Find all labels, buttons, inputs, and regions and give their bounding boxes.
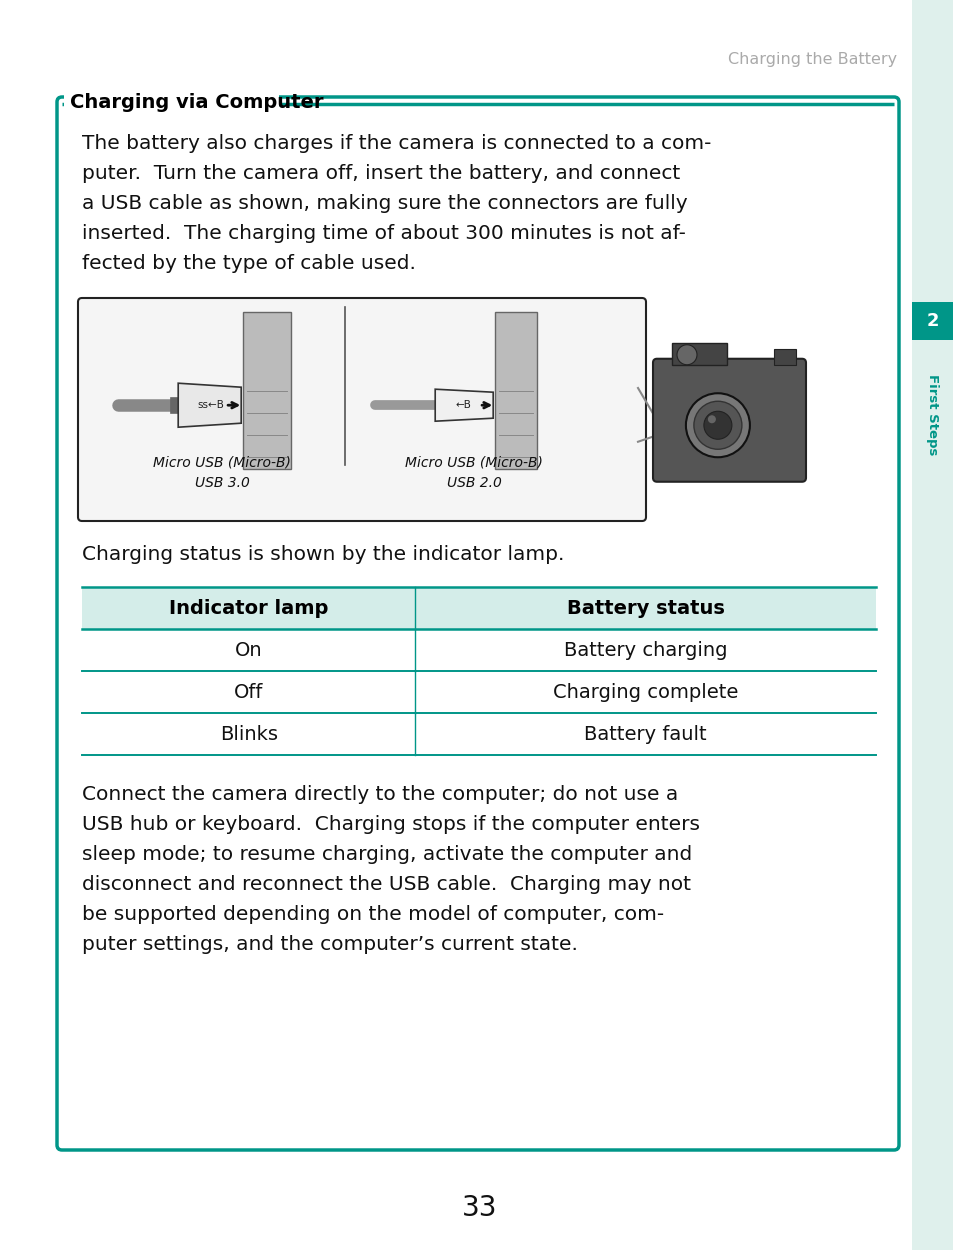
Text: First Steps: First Steps [925,374,939,456]
Text: Off: Off [233,682,263,701]
FancyBboxPatch shape [652,359,805,481]
Text: inserted.  The charging time of about 300 minutes is not af-: inserted. The charging time of about 300… [82,224,685,243]
Circle shape [703,411,731,439]
Text: ss←B: ss←B [197,400,224,410]
Circle shape [677,345,697,365]
Polygon shape [178,384,241,428]
Text: Micro USB (Micro-B): Micro USB (Micro-B) [405,456,542,470]
Text: USB 2.0: USB 2.0 [446,476,501,490]
Text: Charging via Computer: Charging via Computer [70,94,323,112]
Text: puter settings, and the computer’s current state.: puter settings, and the computer’s curre… [82,935,578,954]
Text: The battery also charges if the camera is connected to a com-: The battery also charges if the camera i… [82,134,711,152]
Bar [82,588,875,629]
Text: 2: 2 [925,312,939,330]
Text: Connect the camera directly to the computer; do not use a: Connect the camera directly to the compu… [82,785,678,804]
Bar [911,0,953,1250]
Text: disconnect and reconnect the USB cable.  Charging may not: disconnect and reconnect the USB cable. … [82,875,690,894]
Text: On: On [234,640,262,660]
Bar [911,302,953,340]
Text: Charging complete: Charging complete [553,682,738,701]
Text: a USB cable as shown, making sure the connectors are fully: a USB cable as shown, making sure the co… [82,194,687,213]
Bar [64,91,278,116]
Text: Indicator lamp: Indicator lamp [169,599,328,618]
Text: Battery fault: Battery fault [584,725,706,744]
Text: 33: 33 [462,1194,497,1222]
Text: USB 3.0: USB 3.0 [194,476,249,490]
Text: Charging status is shown by the indicator lamp.: Charging status is shown by the indicato… [82,545,564,564]
Text: Charging the Battery: Charging the Battery [727,52,896,68]
FancyBboxPatch shape [78,298,645,521]
Text: puter.  Turn the camera off, insert the battery, and connect: puter. Turn the camera off, insert the b… [82,164,679,182]
Bar [773,349,795,365]
Bar [243,312,291,469]
FancyBboxPatch shape [57,98,898,1150]
Bar [495,312,537,469]
Text: be supported depending on the model of computer, com-: be supported depending on the model of c… [82,905,663,924]
Bar [671,342,726,365]
Text: Blinks: Blinks [219,725,277,744]
Circle shape [693,401,741,449]
Text: sleep mode; to resume charging, activate the computer and: sleep mode; to resume charging, activate… [82,845,692,864]
Text: Battery charging: Battery charging [563,640,727,660]
Text: Micro USB (Micro-B): Micro USB (Micro-B) [152,456,291,470]
Text: Battery status: Battery status [566,599,724,618]
Polygon shape [435,389,493,421]
Circle shape [685,394,749,458]
Text: fected by the type of cable used.: fected by the type of cable used. [82,254,416,272]
Text: USB hub or keyboard.  Charging stops if the computer enters: USB hub or keyboard. Charging stops if t… [82,815,700,834]
Circle shape [707,415,715,424]
Text: ←B: ←B [455,400,471,410]
